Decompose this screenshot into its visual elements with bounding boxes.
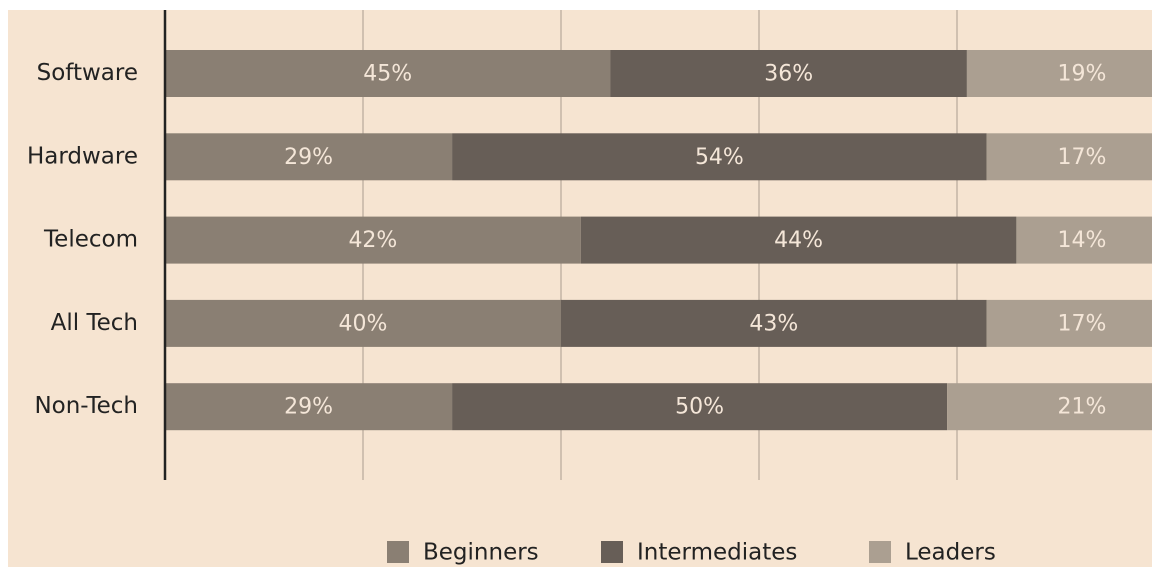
y-tick-label: Software [37,60,138,86]
data-label: 36% [764,62,813,87]
data-label: 29% [284,145,333,170]
data-label: 45% [363,62,412,87]
bar-segment [966,50,1152,97]
bar-segment [1016,216,1152,264]
plot-background [8,10,1152,567]
bar-segment [165,50,611,97]
data-label: 17% [1058,145,1107,170]
legend-label: Intermediates [637,540,797,566]
legend-swatch [869,541,891,563]
bar-segment [165,216,581,264]
bar-segment [986,299,1152,347]
legend-label: Beginners [423,540,539,566]
bar-segment [580,216,1017,264]
bar-segment [165,133,453,181]
data-label: 14% [1058,228,1107,253]
y-tick-label: All Tech [51,310,138,336]
legend-label: Leaders [905,540,996,566]
data-label: 42% [348,228,397,253]
data-label: 17% [1058,311,1107,336]
data-label: 19% [1058,62,1107,87]
bar-segment [561,299,987,347]
y-tick-label: Non-Tech [34,393,138,419]
data-label: 43% [749,311,798,336]
data-label: 54% [695,145,744,170]
y-tick-label: Hardware [27,143,138,169]
data-label: 29% [284,395,333,420]
legend-swatch [601,541,623,563]
bar-segment [452,383,948,431]
bar-segment [610,50,967,97]
bar-segment [986,133,1152,181]
data-label: 40% [339,311,388,336]
data-label: 50% [675,395,724,420]
bar-segment [165,299,561,347]
bar-segment [452,133,987,181]
bar-segment [165,383,453,431]
bar-segment [947,383,1152,431]
data-label: 21% [1058,395,1107,420]
legend-swatch [387,541,409,563]
y-tick-label: Telecom [43,227,138,253]
data-label: 44% [774,228,823,253]
